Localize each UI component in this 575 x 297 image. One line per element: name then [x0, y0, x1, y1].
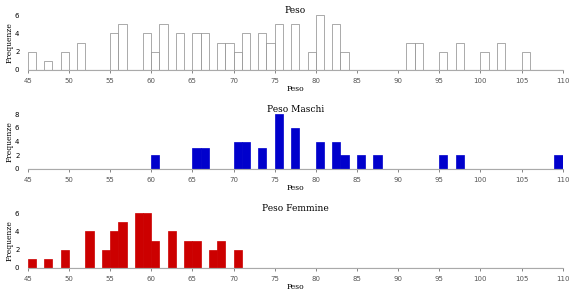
Bar [266, 42, 275, 70]
Bar [159, 24, 168, 70]
Bar [184, 241, 193, 268]
Bar [77, 42, 85, 70]
Bar [373, 155, 382, 169]
Bar [242, 34, 250, 70]
Bar [135, 213, 143, 268]
X-axis label: Peso: Peso [286, 184, 304, 192]
Bar [193, 241, 201, 268]
Bar [233, 249, 242, 268]
Bar [143, 213, 151, 268]
Bar [563, 52, 571, 70]
Bar [225, 42, 233, 70]
Title: Peso Femmine: Peso Femmine [262, 203, 328, 213]
Bar [143, 34, 151, 70]
Bar [193, 148, 201, 169]
Bar [242, 142, 250, 169]
Bar [275, 114, 283, 169]
Bar [415, 42, 423, 70]
Bar [563, 155, 571, 169]
Bar [439, 52, 447, 70]
Bar [118, 222, 126, 268]
Bar [102, 249, 110, 268]
Bar [217, 42, 225, 70]
Bar [456, 155, 464, 169]
Bar [110, 34, 118, 70]
Bar [233, 142, 242, 169]
Y-axis label: Frequenze: Frequenze [6, 121, 14, 162]
Title: Peso: Peso [285, 6, 306, 15]
Bar [291, 128, 300, 169]
Bar [209, 249, 217, 268]
Bar [233, 52, 242, 70]
Bar [151, 155, 159, 169]
Bar [340, 155, 348, 169]
Bar [275, 24, 283, 70]
Bar [407, 42, 415, 70]
Bar [201, 148, 209, 169]
Bar [258, 34, 266, 70]
Bar [176, 34, 184, 70]
Y-axis label: Frequenze: Frequenze [6, 22, 14, 63]
Bar [151, 241, 159, 268]
Bar [308, 52, 316, 70]
Bar [554, 155, 563, 169]
Bar [480, 52, 489, 70]
Bar [44, 259, 52, 268]
Bar [332, 24, 340, 70]
Bar [168, 231, 176, 268]
Bar [291, 24, 300, 70]
Bar [456, 42, 464, 70]
Bar [61, 52, 69, 70]
Bar [118, 24, 126, 70]
Bar [316, 142, 324, 169]
Bar [357, 155, 365, 169]
Bar [201, 34, 209, 70]
Bar [217, 241, 225, 268]
Y-axis label: Frequenze: Frequenze [6, 220, 14, 261]
Bar [340, 52, 348, 70]
Bar [522, 52, 530, 70]
Bar [258, 148, 266, 169]
X-axis label: Peso: Peso [286, 86, 304, 94]
Bar [151, 52, 159, 70]
Bar [439, 155, 447, 169]
Bar [193, 34, 201, 70]
Bar [85, 231, 94, 268]
Bar [28, 259, 36, 268]
Bar [110, 231, 118, 268]
Bar [497, 42, 505, 70]
Title: Peso Maschi: Peso Maschi [267, 105, 324, 113]
Bar [61, 249, 69, 268]
Bar [332, 142, 340, 169]
Bar [316, 15, 324, 70]
Bar [28, 52, 36, 70]
Bar [44, 61, 52, 70]
X-axis label: Peso: Peso [286, 283, 304, 291]
